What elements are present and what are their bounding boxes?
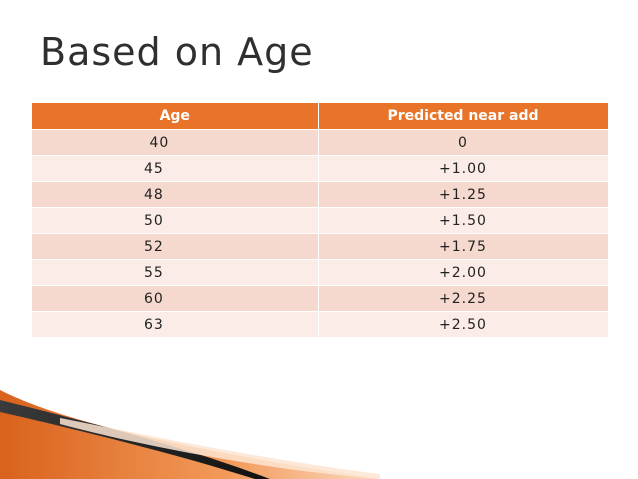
age-cell: 52 bbox=[32, 233, 319, 260]
age-column-header: Age bbox=[32, 103, 319, 130]
near-add-cell: +1.50 bbox=[318, 207, 609, 234]
table-row: 50 +1.50 bbox=[32, 207, 609, 234]
age-cell: 40 bbox=[32, 129, 319, 156]
table-row: 63 +2.50 bbox=[32, 311, 609, 337]
age-cell: 45 bbox=[32, 155, 319, 182]
table-row: 52 +1.75 bbox=[32, 233, 609, 260]
table-row: 40 0 bbox=[32, 129, 609, 156]
corner-swoosh-decoration bbox=[0, 390, 380, 479]
age-cell: 50 bbox=[32, 207, 319, 234]
age-cell: 55 bbox=[32, 259, 319, 286]
age-near-add-table: Age Predicted near add 40 0 45 +1.00 48 … bbox=[32, 103, 609, 337]
table-row: 45 +1.00 bbox=[32, 155, 609, 182]
table-row: 48 +1.25 bbox=[32, 181, 609, 208]
age-cell: 48 bbox=[32, 181, 319, 208]
near-add-cell: +1.25 bbox=[318, 181, 609, 208]
near-add-cell: +2.00 bbox=[318, 259, 609, 286]
slide-title: Based on Age bbox=[40, 30, 314, 74]
light-swoosh-shape bbox=[60, 418, 380, 479]
table-header-row: Age Predicted near add bbox=[32, 103, 609, 130]
near-add-cell: 0 bbox=[318, 129, 609, 156]
near-add-cell: +2.50 bbox=[318, 311, 609, 337]
near-add-column-header: Predicted near add bbox=[318, 103, 609, 130]
near-add-cell: +1.00 bbox=[318, 155, 609, 182]
age-cell: 60 bbox=[32, 285, 319, 312]
orange-swoosh-shape bbox=[0, 390, 380, 479]
table-row: 55 +2.00 bbox=[32, 259, 609, 286]
age-cell: 63 bbox=[32, 311, 319, 337]
table-row: 60 +2.25 bbox=[32, 285, 609, 312]
near-add-cell: +2.25 bbox=[318, 285, 609, 312]
near-add-cell: +1.75 bbox=[318, 233, 609, 260]
